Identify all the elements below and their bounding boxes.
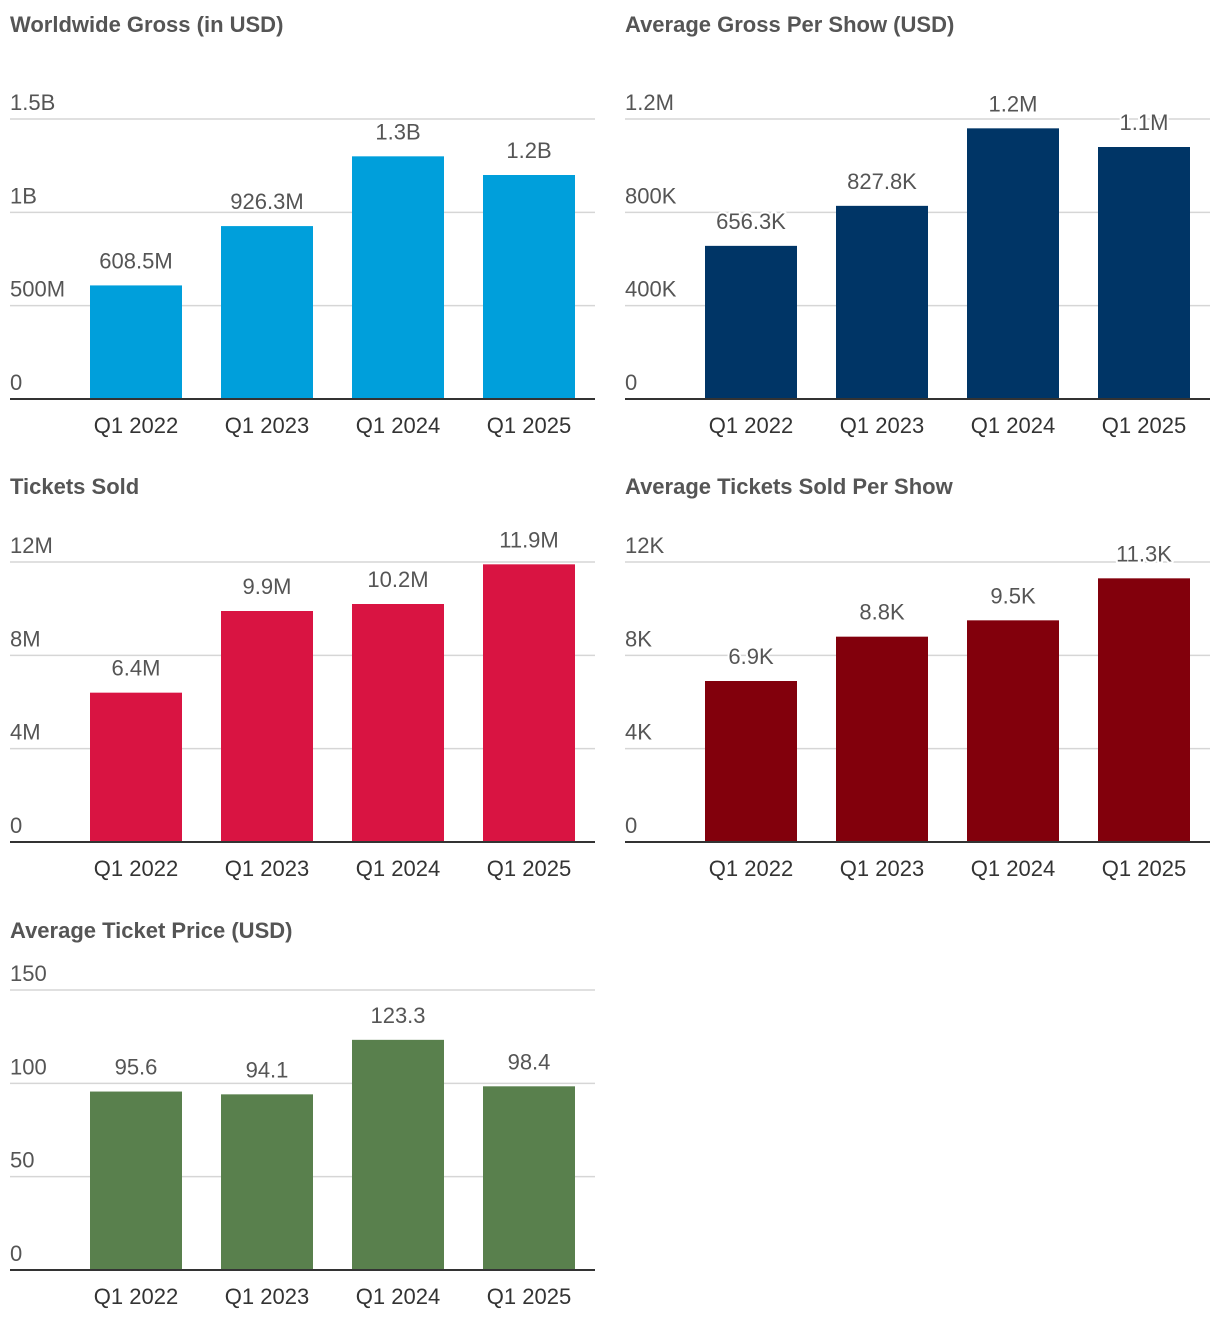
data-label: 608.5M [99,248,172,273]
chart-title: Average Tickets Sold Per Show [625,474,953,499]
data-label: 1.3B [375,119,420,144]
tickets-sold-chart: Tickets Sold 0 4M 8M 12M 6.4M 9.9M 10.2M 11.9M Q… [0,462,610,892]
bar [352,1039,444,1270]
y-tick-label: 0 [625,370,637,395]
worldwide-gross-plot: 0 500M 1B 1.5B 608.5M 926.3M 1.3B 1.2B Q1 2022 Q1… [10,90,595,438]
y-tick-label: 0 [10,1241,22,1266]
x-tick-label: Q1 2025 [1102,856,1186,881]
x-tick-label: Q1 2022 [709,856,793,881]
data-label: 827.8K [847,169,917,194]
y-tick-label: 1.2M [625,90,674,115]
data-label: 11.3K [1116,541,1172,566]
bar [352,604,444,842]
x-tick-label: Q1 2024 [356,1284,440,1309]
x-tick-label: Q1 2024 [971,413,1055,438]
y-tick-label: 1.5B [10,90,55,115]
bar [705,681,797,842]
average-ticket-price-chart: Average Ticket Price (USD) 0 50 100 150 95.6… [0,906,610,1324]
x-tick-label: Q1 2023 [225,413,309,438]
data-label: 123.3 [370,1003,425,1028]
bar [1098,147,1190,399]
y-tick-label: 1B [10,183,37,208]
y-tick-label: 0 [10,370,22,395]
data-label: 1.2B [506,138,551,163]
y-tick-label: 500M [10,277,65,302]
average-ticket-price-plot: 0 50 100 150 95.6 94.1 123.3 98.4 Q1 2022 Q1 2023… [10,961,595,1309]
y-tick-label: 400K [625,277,677,302]
bar [221,1094,313,1270]
chart-title: Tickets Sold [10,474,140,499]
bar [352,156,444,399]
bar [836,205,928,399]
x-tick-label: Q1 2025 [1102,413,1186,438]
worldwide-gross-chart: Worldwide Gross (in USD) 0 500M 1B 1.5B 608.… [0,0,610,445]
x-tick-label: Q1 2024 [356,413,440,438]
data-label: 926.3M [230,189,303,214]
y-tick-label: 12M [10,533,53,558]
chart-title: Average Ticket Price (USD) [10,918,293,943]
x-tick-label: Q1 2025 [487,413,571,438]
bar [90,1091,182,1270]
data-label: 10.2M [367,567,428,592]
bar [90,692,182,842]
bar [221,226,313,399]
y-tick-label: 4K [625,720,652,745]
data-label: 8.8K [859,600,905,625]
bar [836,636,928,842]
x-tick-label: Q1 2022 [709,413,793,438]
y-tick-label: 150 [10,961,47,986]
bar [705,245,797,399]
bar [967,128,1059,400]
bar [90,285,182,399]
x-tick-label: Q1 2025 [487,856,571,881]
x-tick-label: Q1 2022 [94,413,178,438]
data-label: 98.4 [508,1049,551,1074]
data-label: 1.2M [989,91,1038,116]
y-tick-label: 8M [10,626,41,651]
average-gross-per-show-plot: 0 400K 800K 1.2M 656.3K 827.8K 1.2M 1.1M Q1 2022… [625,89,1210,438]
tickets-sold-plot: 0 4M 8M 12M 6.4M 9.9M 10.2M 11.9M Q1 2022 Q1 2023… [10,525,595,881]
y-tick-label: 12K [625,533,664,558]
y-tick-label: 800K [625,183,677,208]
y-tick-label: 100 [10,1054,47,1079]
data-label: 1.1M [1120,110,1169,135]
x-tick-label: Q1 2023 [840,413,924,438]
bar [483,175,575,399]
data-label: 95.6 [115,1055,158,1080]
data-label: 9.9M [243,574,292,599]
y-tick-label: 0 [625,813,637,838]
y-tick-label: 50 [10,1148,34,1173]
x-tick-label: Q1 2025 [487,1284,571,1309]
bar [1098,578,1190,842]
average-tickets-sold-per-show-chart: Average Tickets Sold Per Show 0 4K 8K 12K 6.… [615,462,1220,892]
x-tick-label: Q1 2023 [840,856,924,881]
x-tick-label: Q1 2022 [94,856,178,881]
y-tick-label: 4M [10,720,41,745]
data-label: 656.3K [716,209,786,234]
x-tick-label: Q1 2023 [225,856,309,881]
data-label: 6.4M [112,656,161,681]
bar [483,1086,575,1270]
x-tick-label: Q1 2023 [225,1284,309,1309]
data-label: 9.5K [990,583,1036,608]
bar [221,611,313,842]
x-tick-label: Q1 2022 [94,1284,178,1309]
x-tick-label: Q1 2024 [971,856,1055,881]
y-tick-label: 8K [625,626,652,651]
data-label: 6.9K [728,644,774,669]
average-gross-per-show-chart: Average Gross Per Show (USD) 0 400K 800K 1.… [615,0,1220,445]
bar [483,564,575,842]
average-tickets-sold-per-show-plot: 0 4K 8K 12K 6.9K 8.8K 9.5K 11.3K Q1 2022 Q1 2023 Q… [625,533,1210,881]
data-label: 11.9M [499,527,559,552]
y-tick-label: 0 [10,813,22,838]
chart-title: Worldwide Gross (in USD) [10,12,284,37]
data-label: 94.1 [246,1057,289,1082]
bar [967,620,1059,842]
x-tick-label: Q1 2024 [356,856,440,881]
chart-title: Average Gross Per Show (USD) [625,12,955,37]
